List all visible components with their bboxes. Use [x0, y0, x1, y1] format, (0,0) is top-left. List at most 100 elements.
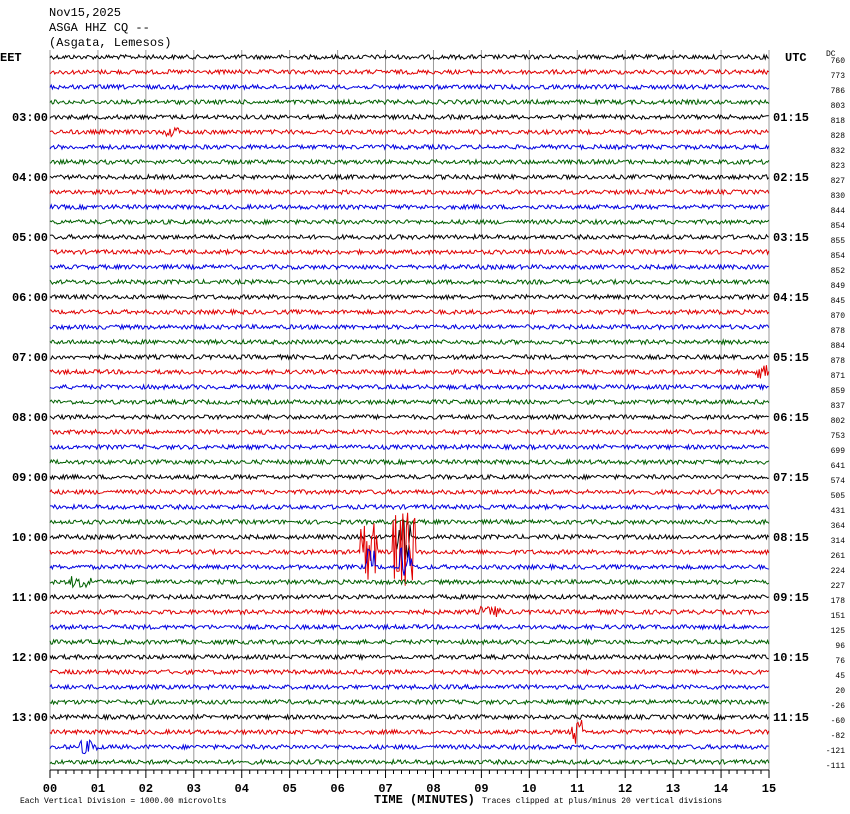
- dc-value: 827: [831, 177, 846, 186]
- trace: [49, 719, 770, 744]
- trace: [50, 503, 770, 511]
- dc-value: 878: [831, 357, 846, 366]
- dc-value: 855: [831, 237, 846, 246]
- trace: [49, 428, 769, 436]
- trace: [49, 68, 770, 76]
- dc-value: 859: [831, 387, 846, 396]
- dc-value: 854: [831, 252, 846, 261]
- left-time-label: 12:00: [12, 651, 48, 665]
- dc-value: 261: [831, 552, 846, 561]
- trace: [50, 353, 770, 361]
- trace: [49, 365, 770, 379]
- x-tick-label: 00: [43, 782, 57, 796]
- right-time-label: 02:15: [773, 171, 809, 185]
- dc-value: 871: [831, 372, 846, 381]
- trace: [49, 308, 770, 317]
- trace: [49, 473, 769, 481]
- left-time-label: 08:00: [12, 411, 48, 425]
- location: (Asgata, Lemesos): [49, 36, 171, 50]
- dc-value: -121: [826, 747, 845, 756]
- trace: [49, 158, 770, 166]
- dc-value: 76: [835, 657, 845, 666]
- trace: [49, 188, 770, 196]
- x-tick-label: 14: [714, 782, 728, 796]
- trace: [49, 53, 770, 61]
- x-tick-label: 04: [235, 782, 249, 796]
- dc-value: 178: [831, 597, 846, 606]
- trace: [49, 653, 769, 661]
- date: Nov15,2025: [49, 6, 121, 20]
- trace: [49, 576, 770, 589]
- dc-value: 227: [831, 582, 846, 591]
- dc-value: -82: [831, 732, 846, 741]
- x-tick-label: 05: [282, 782, 296, 796]
- dc-value: 854: [831, 222, 846, 231]
- dc-value: 830: [831, 192, 846, 201]
- dc-value: 505: [831, 492, 846, 501]
- scale-note: Each Vertical Division = 1000.00 microvo…: [20, 797, 227, 806]
- trace: [49, 113, 769, 121]
- x-tick-label: 03: [187, 782, 201, 796]
- dc-value: -26: [831, 702, 846, 711]
- dc-value: 884: [831, 342, 846, 351]
- trace: [49, 605, 770, 617]
- dc-value: 151: [831, 612, 846, 621]
- dc-value: 641: [831, 462, 846, 471]
- trace: [49, 488, 769, 496]
- trace: [49, 638, 770, 647]
- x-tick-label: 08: [426, 782, 440, 796]
- dc-value: 224: [831, 567, 846, 576]
- dc-value: 845: [831, 297, 846, 306]
- dc-value: 849: [831, 282, 846, 291]
- left-time-label: 10:00: [12, 531, 48, 545]
- right-time-label: 01:15: [773, 111, 809, 125]
- trace: [49, 683, 770, 691]
- trace: [49, 739, 769, 755]
- dc-value: 818: [831, 117, 846, 126]
- trace: [49, 512, 770, 586]
- dc-value: 786: [831, 87, 846, 96]
- trace: [49, 263, 770, 271]
- trace: [49, 593, 770, 601]
- trace: [49, 83, 770, 91]
- left-time-label: 06:00: [12, 291, 48, 305]
- trace: [49, 203, 770, 211]
- trace: [49, 233, 770, 241]
- trace: [49, 173, 770, 181]
- dc-value: 837: [831, 402, 846, 411]
- right-time-label: 10:15: [773, 651, 809, 665]
- trace: [49, 547, 769, 576]
- trace: [49, 218, 770, 226]
- dc-value: 431: [831, 507, 846, 516]
- x-tick-label: 13: [666, 782, 680, 796]
- x-tick-label: 06: [330, 782, 344, 796]
- trace: [49, 143, 770, 151]
- trace: [49, 623, 770, 631]
- left-zone: EET: [0, 51, 22, 65]
- right-time-label: 08:15: [773, 531, 809, 545]
- right-time-label: 05:15: [773, 351, 809, 365]
- trace: [49, 758, 770, 766]
- trace: [49, 458, 770, 466]
- trace: [49, 383, 769, 392]
- station: ASGA HHZ CQ --: [49, 21, 150, 35]
- dc-label: DC: [826, 50, 836, 59]
- dc-value: 852: [831, 267, 846, 276]
- dc-value: 828: [831, 132, 846, 141]
- trace: [49, 293, 770, 301]
- dc-value: 802: [831, 417, 846, 426]
- dc-value: 699: [831, 447, 846, 456]
- trace: [49, 713, 770, 721]
- left-time-label: 07:00: [12, 351, 48, 365]
- trace: [49, 413, 769, 421]
- dc-value: -60: [831, 717, 846, 726]
- trace: [49, 98, 770, 106]
- trace: [49, 518, 770, 560]
- left-time-label: 13:00: [12, 711, 48, 725]
- dc-value: 364: [831, 522, 846, 531]
- right-time-label: 06:15: [773, 411, 809, 425]
- trace: [49, 277, 770, 286]
- x-tick-label: 01: [91, 782, 105, 796]
- right-zone: UTC: [785, 51, 807, 65]
- right-time-label: 07:15: [773, 471, 809, 485]
